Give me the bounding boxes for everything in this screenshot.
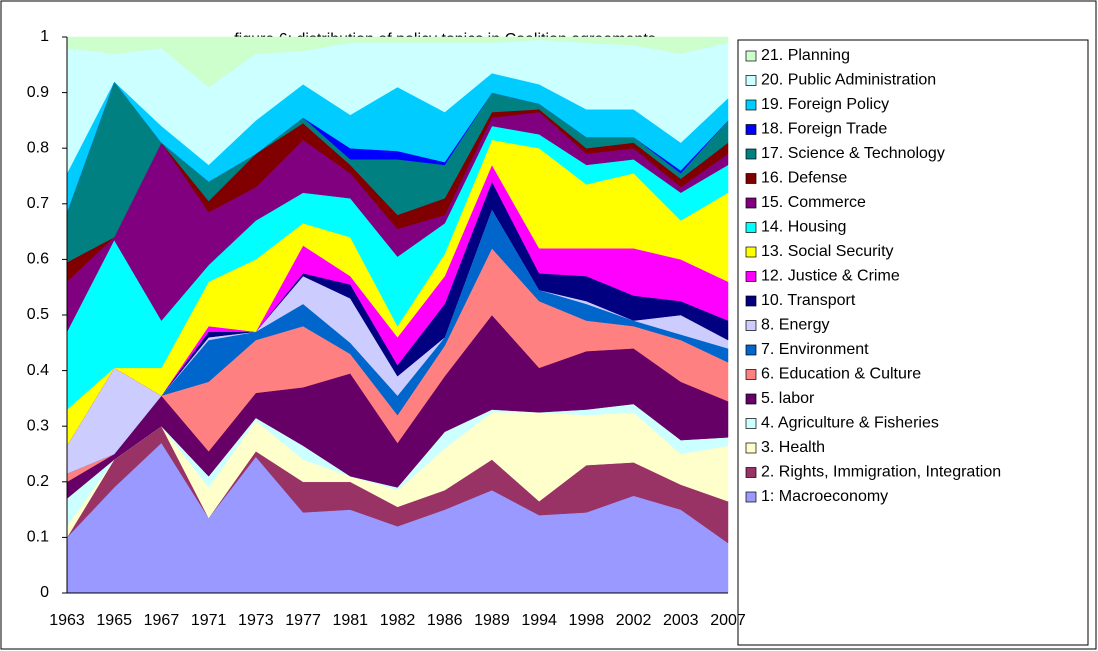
legend-label: 21. Planning [761, 47, 850, 64]
legend-swatch [745, 50, 757, 62]
legend-swatch [745, 197, 757, 209]
y-tick-label: 0.1 [27, 529, 49, 546]
x-tick-label: 1998 [569, 612, 605, 629]
x-tick-label: 1982 [380, 612, 416, 629]
legend-swatch [745, 320, 757, 331]
legend-label: 1: Macroeconomy [761, 488, 888, 505]
legend-label: 2. Rights, Immigration, Integration [761, 464, 1001, 481]
legend-swatch [745, 222, 757, 233]
y-tick-label: 0.6 [27, 251, 49, 268]
legend-swatch [745, 491, 757, 503]
x-tick-label: 1973 [238, 612, 274, 629]
legend-label: 20. Public Administration [761, 72, 936, 89]
legend-label: 8. Energy [761, 317, 829, 334]
legend-label: 5. labor [761, 390, 815, 407]
legend-label: 6. Education & Culture [761, 366, 921, 383]
x-tick-label: 1977 [285, 612, 321, 629]
y-tick-label: 0.2 [27, 473, 49, 490]
legend-label: 7. Environment [761, 341, 869, 358]
legend-swatch [745, 271, 757, 282]
x-tick-label: 2003 [663, 612, 699, 629]
legend-swatch [745, 442, 757, 454]
legend-swatch [745, 173, 757, 184]
legend-label: 3. Health [761, 439, 825, 456]
legend-swatch [745, 418, 757, 429]
legend-label: 15. Commerce [761, 194, 866, 211]
y-tick-label: 0.5 [27, 306, 49, 323]
legend-box [737, 39, 1089, 646]
x-tick-label: 2002 [616, 612, 652, 629]
x-tick-label: 2007 [710, 612, 746, 629]
y-tick-label: 1 [40, 28, 49, 45]
x-tick-label: 1967 [144, 612, 180, 629]
y-tick-label: 0 [40, 584, 49, 601]
y-tick-label: 0.7 [27, 195, 49, 212]
x-tick-label: 1994 [521, 612, 557, 629]
legend-label: 14. Housing [761, 219, 846, 236]
legend-swatch [745, 246, 757, 258]
legend-swatch [745, 393, 757, 405]
legend-label: 13. Social Security [761, 243, 894, 260]
x-tick-label: 1965 [96, 612, 132, 629]
legend-label: 19. Foreign Policy [761, 96, 889, 113]
y-tick-label: 0.4 [27, 362, 49, 379]
x-tick-label: 1981 [332, 612, 368, 629]
legend-label: 4. Agriculture & Fisheries [761, 415, 939, 432]
legend-swatch [745, 295, 757, 307]
legend-swatch [745, 148, 757, 160]
legend-swatch [745, 75, 757, 86]
legend-swatch [745, 124, 757, 135]
legend-label: 18. Foreign Trade [761, 121, 887, 138]
legend-swatch [745, 344, 757, 356]
legend-label: 16. Defense [761, 170, 847, 187]
legend-label: 17. Science & Technology [761, 145, 945, 162]
y-tick-label: 0.8 [27, 139, 49, 156]
legend-label: 10. Transport [761, 292, 856, 309]
y-tick-label: 0.3 [27, 417, 49, 434]
x-tick-label: 1986 [427, 612, 463, 629]
legend-swatch [745, 99, 757, 111]
legend-swatch [745, 369, 757, 380]
y-tick-label: 0.9 [27, 84, 49, 101]
area [66, 36, 729, 88]
legend-label: 12. Justice & Crime [761, 268, 900, 285]
x-tick-label: 1963 [49, 612, 85, 629]
x-tick-label: 1989 [474, 612, 510, 629]
x-tick-label: 1971 [191, 612, 227, 629]
legend-swatch [745, 467, 757, 478]
